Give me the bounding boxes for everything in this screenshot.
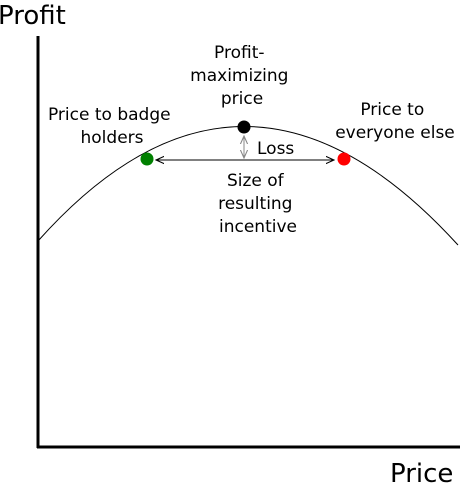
y-axis-title: Profit bbox=[0, 1, 66, 31]
everyone-else-price-label: Price to everyone else bbox=[335, 100, 455, 143]
everyone-else-price-point bbox=[337, 152, 351, 166]
badge-holder-price-label: Price to badge holders bbox=[48, 105, 176, 148]
loss-label: Loss bbox=[257, 139, 294, 159]
profit-maximizing-label: Profit- maximizing price bbox=[190, 43, 294, 109]
x-axis-title: Price bbox=[390, 459, 453, 486]
profit-maximizing-point bbox=[237, 120, 251, 134]
incentive-label: Size of resulting incentive bbox=[218, 171, 298, 237]
badge-holder-price-point bbox=[140, 152, 154, 166]
